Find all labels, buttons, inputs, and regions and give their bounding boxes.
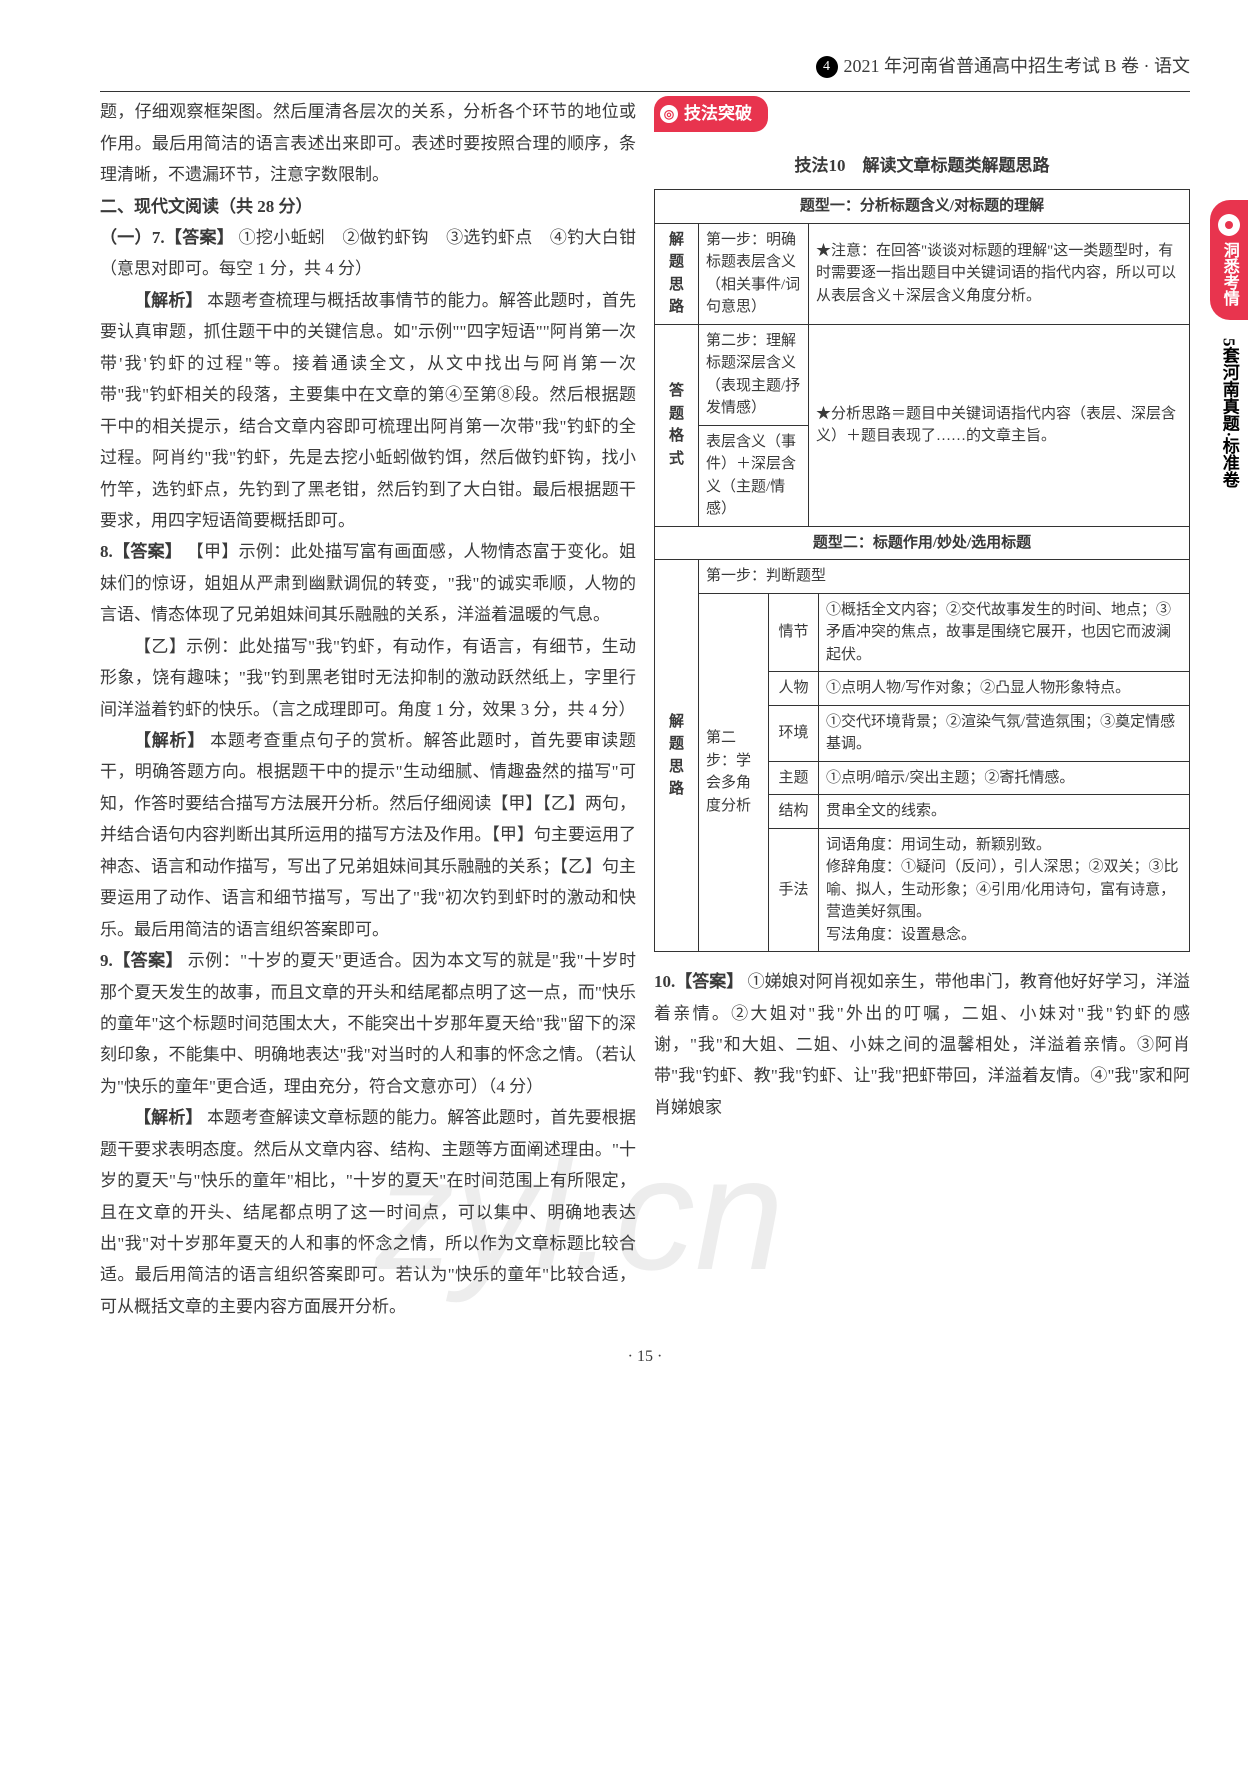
type1-note2: ★分析思路＝题目中关键词语指代内容（表层、深层含义）＋题目表现了……的文章主旨。 [809, 324, 1190, 526]
breakthrough-label: 技法突破 [684, 98, 752, 129]
q8-analysis: 【解析】 本题考查重点句子的赏析。解答此题时，首先要审读题干，明确答题方向。根据… [100, 725, 636, 945]
top-rule [100, 91, 1190, 92]
type2-k2: 环境 [769, 705, 819, 761]
q9-analysis: 【解析】 本题考查解读文章标题的能力。解答此题时，首先要根据题干要求表明态度。然… [100, 1102, 636, 1322]
side-tab: 洞悉考情 5套河南真题·标准卷 [1208, 200, 1250, 498]
type2-header: 题型二：标题作用/妙处/选用标题 [655, 526, 1190, 560]
type2-k5: 手法 [769, 828, 819, 952]
main-columns: 题，仔细观察框架图。然后厘清各层次的关系，分析各个环节的地位或作用。最后用简洁的… [100, 96, 1190, 1322]
q7-analysis: 【解析】 本题考查梳理与概括故事情节的能力。解答此题时，首先要认真审题，抓住题干… [100, 285, 636, 537]
header-badge: 4 [816, 56, 838, 78]
type2-v0: ①概括全文内容；②交代故事发生的时间、地点；③矛盾冲突的焦点，故事是围绕它展开，… [819, 593, 1190, 672]
type2-k1: 人物 [769, 672, 819, 706]
type2-solve-label: 解题思路 [655, 560, 699, 952]
type2-k0: 情节 [769, 593, 819, 672]
target-icon [1218, 214, 1240, 236]
q8-yi: 【乙】示例：此处描写"我"钓虾，有动作，有语言，有细节，生动形象，饶有趣味；"我… [100, 631, 636, 725]
type1-header: 题型一：分析标题含义/对标题的理解 [655, 190, 1190, 224]
type1-surface: 表层含义（事件）＋深层含义（主题/情感） [699, 425, 809, 526]
type1-solve-label: 解题思路 [655, 223, 699, 324]
q7: （一）7.【答案】 ①挖小蚯蚓 ②做钓虾钩 ③选钓虾点 ④钓大白钳（意思对即可。… [100, 222, 636, 285]
type2-step2: 第二步：学会多角度分析 [699, 593, 769, 952]
type2-v4: 贯串全文的线索。 [819, 795, 1190, 829]
intro-text: 题，仔细观察框架图。然后厘清各层次的关系，分析各个环节的地位或作用。最后用简洁的… [100, 96, 636, 190]
q10: 10.【答案】 ①娣娘对阿肖视如亲生，带他串门，教育他好好学习，洋溢着亲情。②大… [654, 966, 1190, 1123]
type1-note1: ★注意：在回答"谈谈对标题的理解"这一类题型时，有时需要逐一指出题目中关键词语的… [809, 223, 1190, 324]
type2-k3: 主题 [769, 761, 819, 795]
q8: 8.【答案】 【甲】示例：此处描写富有画面感，人物情态富于变化。姐妹们的惊讶，姐… [100, 536, 636, 630]
side-tab-red: 洞悉考情 [1210, 200, 1248, 320]
type1-format-label: 答题格式 [655, 324, 699, 526]
type2-v5: 词语角度：用词生动，新颖别致。 修辞角度：①疑问（反问），引人深思；②双关；③比… [819, 828, 1190, 952]
header-title: 2021 年河南省普通高中招生考试 B 卷 · 语文 [844, 50, 1191, 83]
type2-step1: 第一步：判断题型 [699, 560, 1190, 594]
q9: 9.【答案】 示例："十岁的夏天"更适合。因为本文写的就是"我"十岁时那个夏天发… [100, 945, 636, 1102]
right-column: ◎ 技法突破 技法10 解读文章标题类解题思路 题型一：分析标题含义/对标题的理… [654, 96, 1190, 1322]
page-header: 4 2021 年河南省普通高中招生考试 B 卷 · 语文 [100, 50, 1190, 83]
circle-icon: ◎ [660, 105, 678, 123]
type2-k4: 结构 [769, 795, 819, 829]
section2-title: 二、现代文阅读（共 28 分） [100, 191, 636, 222]
type2-table: 题型二：标题作用/妙处/选用标题 解题思路 第一步：判断题型 第二步：学会多角度… [654, 526, 1190, 953]
type2-v1: ①点明人物/写作对象；②凸显人物形象特点。 [819, 672, 1190, 706]
side-tab-black: 5套河南真题·标准卷 [1207, 328, 1250, 498]
page-number: · 15 · [100, 1342, 1190, 1372]
side-tab-red-label: 洞悉考情 [1214, 242, 1244, 306]
type1-step1: 第一步：明确标题表层含义（相关事件/词句意思） [699, 223, 809, 324]
type1-table: 题型一：分析标题含义/对标题的理解 解题思路 第一步：明确标题表层含义（相关事件… [654, 189, 1190, 527]
breakthrough-header: ◎ 技法突破 [654, 96, 768, 131]
type1-step2: 第二步：理解标题深层含义（表现主题/抒发情感） [699, 324, 809, 425]
left-column: 题，仔细观察框架图。然后厘清各层次的关系，分析各个环节的地位或作用。最后用简洁的… [100, 96, 636, 1322]
type2-v2: ①交代环境背景；②渲染气氛/营造氛围；③奠定情感基调。 [819, 705, 1190, 761]
type2-v3: ①点明/暗示/突出主题；②寄托情感。 [819, 761, 1190, 795]
skill-title: 技法10 解读文章标题类解题思路 [654, 150, 1190, 181]
